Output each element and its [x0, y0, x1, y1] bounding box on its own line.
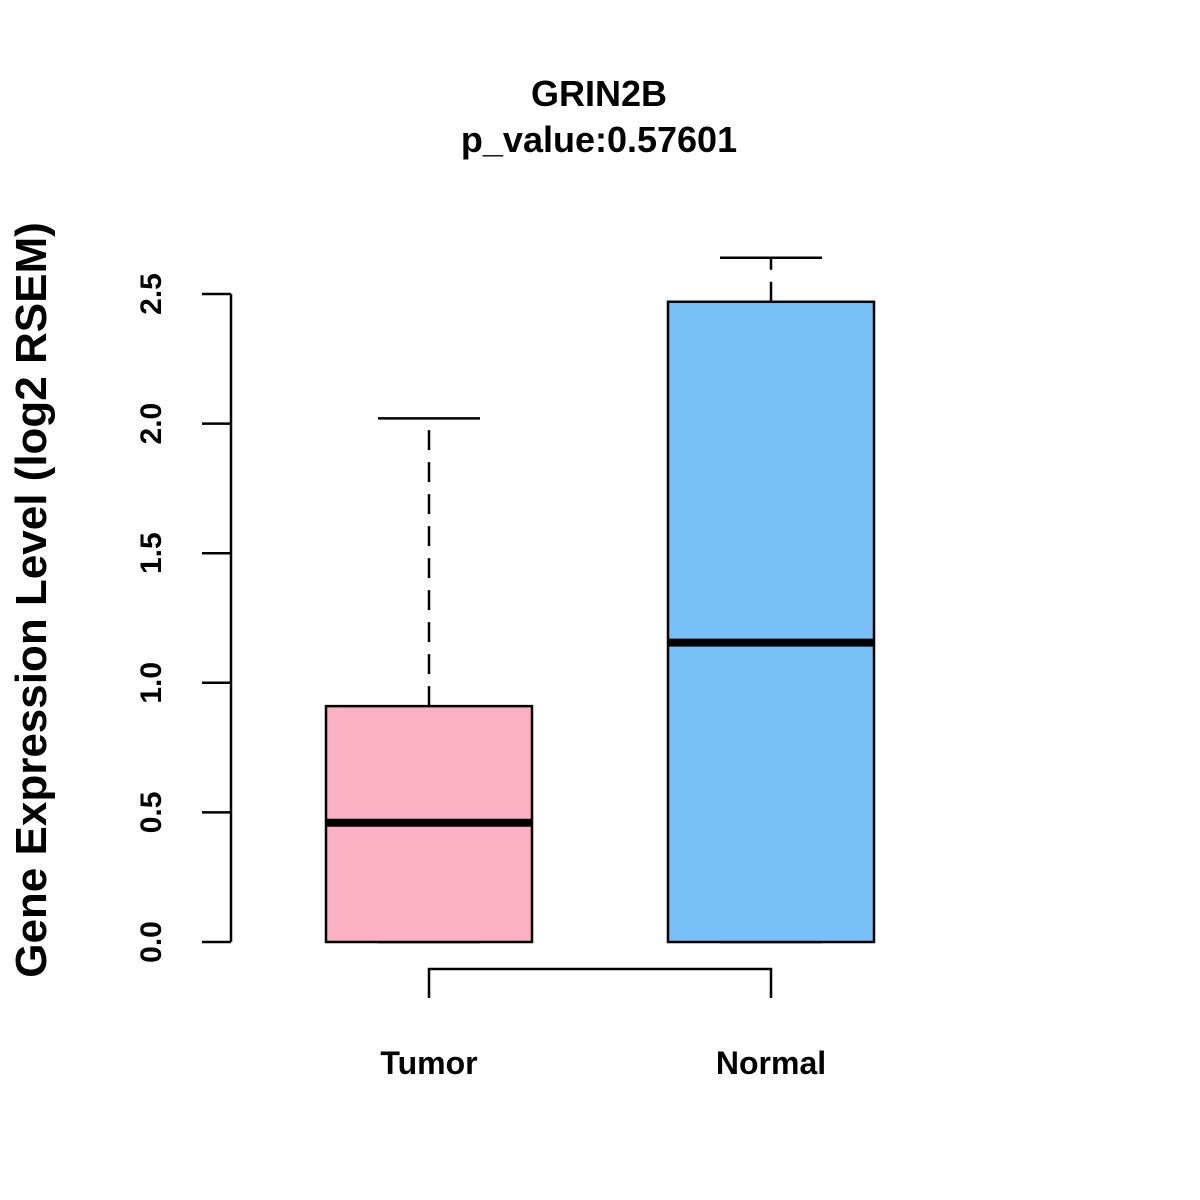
chart-subtitle: p_value:0.57601	[461, 119, 737, 160]
x-label-tumor: Tumor	[380, 1045, 477, 1081]
comparison-bracket	[427, 967, 773, 998]
y-tick-label: 1.0	[135, 662, 168, 704]
x-label-normal: Normal	[716, 1045, 826, 1081]
x-axis-labels: Tumor Normal	[380, 1045, 826, 1081]
y-axis-title: Gene Expression Level (log2 RSEM)	[7, 222, 56, 978]
y-tick-label: 2.0	[135, 403, 168, 445]
y-tick-label: 1.5	[135, 532, 168, 574]
box-normal	[666, 256, 876, 944]
boxes-layer	[324, 256, 876, 944]
y-axis: 0.0 0.5 1.0 1.5 2.0 2.5	[135, 273, 233, 963]
box-tumor	[324, 417, 534, 944]
y-tick-label: 2.5	[135, 273, 168, 315]
bracket-line	[427, 967, 773, 998]
y-tick-label: 0.5	[135, 792, 168, 834]
box-iqr	[666, 300, 876, 944]
chart-title: GRIN2B	[531, 73, 667, 114]
y-tick-label: 0.0	[135, 921, 168, 963]
